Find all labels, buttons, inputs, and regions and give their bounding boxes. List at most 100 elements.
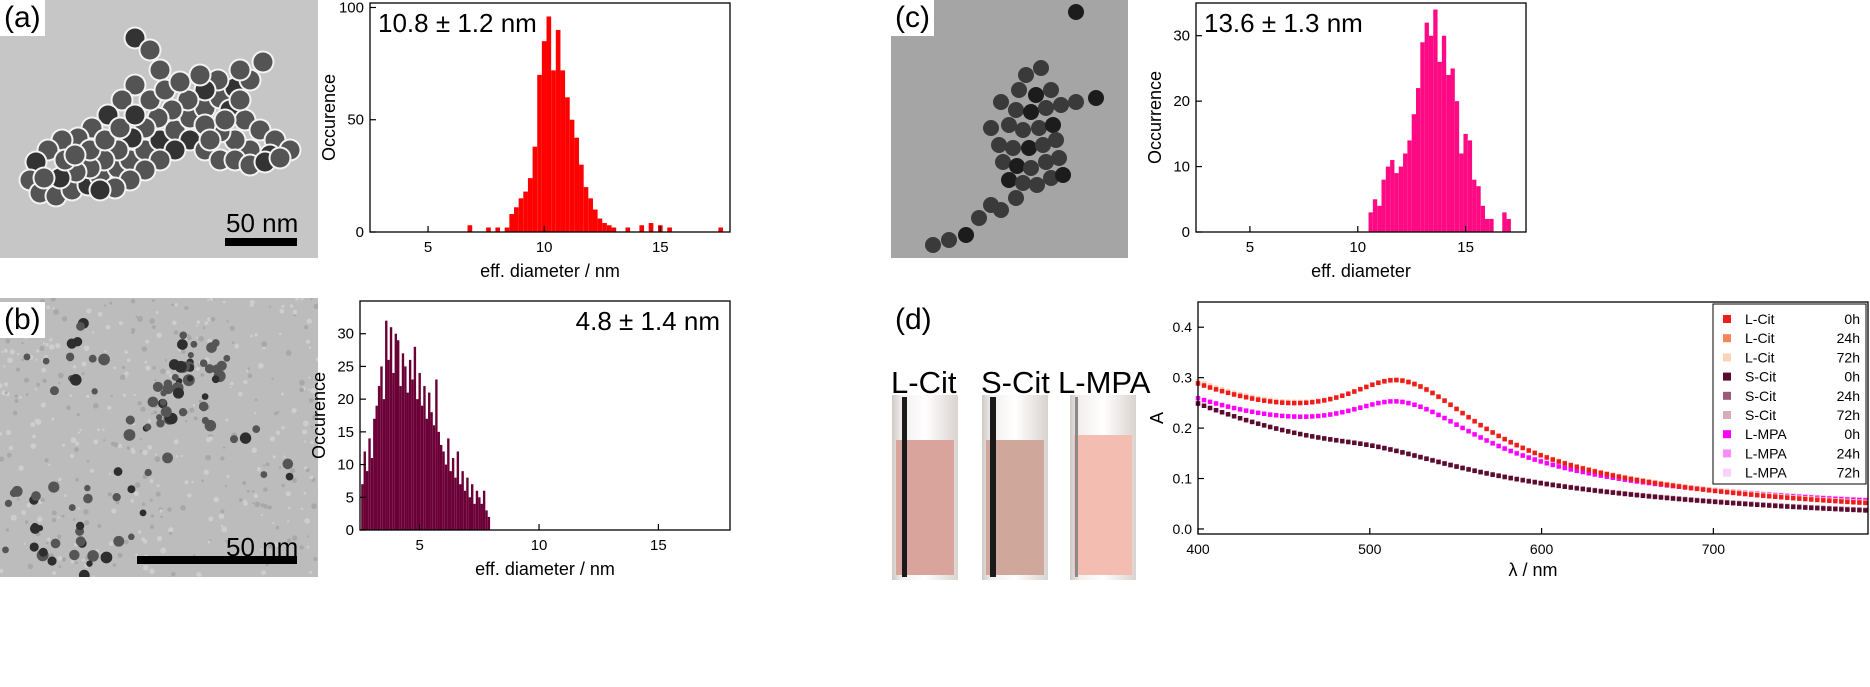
histogram-bar [1437,61,1442,233]
histogram-bar [370,458,374,530]
spectrum-point [1562,461,1567,466]
tem-b-texture-dot [265,462,270,467]
tem-b-texture-dot [202,326,206,330]
tem-b-texture-dot [137,316,143,322]
tem-b-texture-dot [41,367,47,373]
spectrum-point [1688,485,1694,491]
tem-b-texture-dot [3,382,9,387]
tem-a-particle [65,145,85,165]
tem-b-particle [88,354,97,363]
tem-b-texture-dot [156,332,162,339]
spectrum-point [1460,410,1465,416]
tem-b-texture-dot [126,358,131,363]
spectrum-point [1484,426,1489,432]
legend-marker [1723,391,1731,400]
tem-b-texture-dot [269,305,272,308]
spectrum-point [1292,414,1297,419]
histogram-bar [518,198,524,232]
tem-b-texture-dot [149,524,155,529]
tem-b-particle [229,435,239,444]
panel-label-b: (b) [0,302,45,338]
tem-b-particle [177,339,188,350]
tem-b-texture-dot [5,429,12,436]
y-tick-label: 0.0 [1173,521,1193,537]
tem-b-texture-dot [226,320,229,323]
tem-b-texture-dot [295,298,299,301]
legend-series-name: L-MPA [1745,465,1787,481]
legend-series-name: L-MPA [1745,426,1787,442]
spectrum-point [1267,412,1273,417]
tem-b-particle [160,389,167,397]
tem-b-texture-dot [231,341,235,344]
histogram-bar [1489,218,1494,232]
tem-b-particle [69,549,80,561]
panel-label-c: (c) [891,0,934,36]
spectrum-point [1767,503,1772,508]
spectrum-point [1322,436,1327,441]
tem-b-texture-dot [154,378,157,382]
spectrum-point [1442,398,1447,403]
spectrum-point [1442,461,1447,466]
spectrum-point [1857,508,1862,513]
tem-b-texture-dot [74,447,79,453]
histogram-bar [456,451,460,530]
tem-b-texture-dot [1,351,4,354]
tem-b-texture-dot [273,542,279,548]
spectrum-point [1207,405,1213,411]
y-tick-label: 10 [337,457,354,474]
spectrum-point [1839,507,1844,512]
tem-b-texture-dot [195,336,199,339]
plot-frame [1197,301,1869,535]
tem-a-particle [125,75,145,95]
spectrum-point [1682,485,1688,490]
spectrum-point [1785,495,1790,500]
tem-b-texture-dot [36,349,40,353]
histogram-bar [1411,114,1416,232]
spectrum-point [1508,448,1513,454]
tem-b-texture-dot [79,429,82,432]
spectrum-point [1478,470,1483,475]
tem-b-texture-dot [150,514,155,518]
tem-b-texture-dot [62,443,66,447]
tem-b-texture-dot [300,507,304,511]
tem-b-texture-dot [208,516,214,522]
tem-b-texture-dot [61,316,68,322]
histogram-bar [1472,179,1477,232]
tem-b-texture-dot [269,436,275,442]
tem-b-texture-dot [21,341,24,345]
histogram-bar [413,346,417,530]
tem-b-texture-dot [174,303,178,307]
tem-b-texture-dot [117,552,123,558]
tem-b-particle [201,416,209,425]
tem-b-texture-dot [34,418,39,423]
spectrum-point [1568,485,1573,490]
spectrum-point [1827,498,1832,503]
histogram-bar [667,227,672,232]
tem-b-texture-dot [250,334,253,338]
tem-b-texture-dot [292,309,298,315]
tem-b-texture-dot [267,543,274,549]
spectrum-point [1845,507,1850,512]
tem-b-texture-dot [104,350,107,353]
tem-b-texture-dot [305,339,311,344]
histogram-bar [420,405,424,530]
tem-c-particle [983,120,999,136]
tem-b-texture-dot [125,376,128,379]
plot-frame [369,2,731,233]
y-tick-label: 10 [1173,159,1190,176]
tem-b-texture-dot [243,499,247,503]
histogram-bar [423,386,426,530]
tem-a-svg [0,0,318,258]
spectrum-point [1670,496,1676,501]
tem-b-particle [239,432,252,444]
spectrum-point [1490,430,1495,435]
y-tick-label: 0 [1182,224,1190,241]
tem-b-texture-dot [171,571,176,577]
histogram-bar [466,477,469,530]
spectrum-point [1676,496,1682,502]
spectrum-point [1207,385,1213,390]
spectrum-point [1748,492,1754,497]
tem-b-texture-dot [308,346,312,349]
tem-b-texture-dot [278,332,282,336]
tem-b-texture-dot [64,494,67,498]
